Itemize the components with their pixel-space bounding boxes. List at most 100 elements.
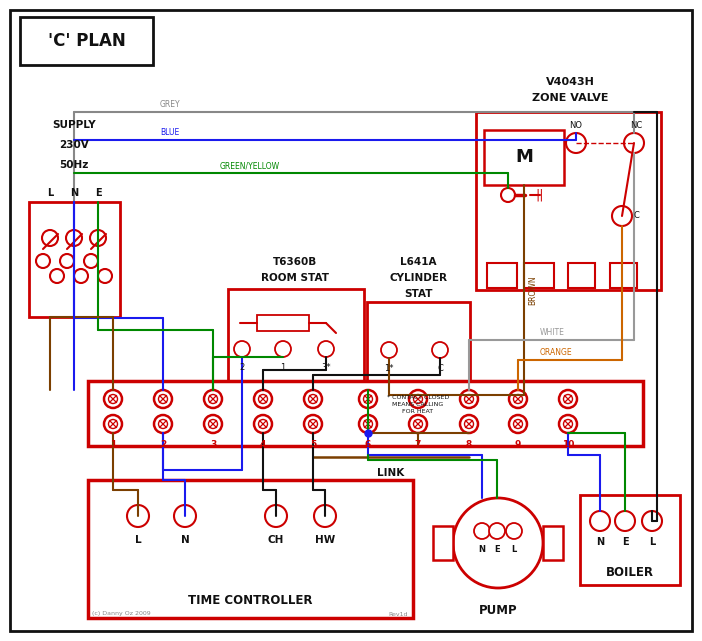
Circle shape bbox=[409, 415, 427, 433]
FancyBboxPatch shape bbox=[88, 480, 413, 618]
Circle shape bbox=[413, 394, 423, 403]
Text: N: N bbox=[479, 545, 486, 554]
Text: 230V: 230V bbox=[59, 140, 89, 150]
Circle shape bbox=[204, 390, 222, 408]
Text: C: C bbox=[437, 364, 443, 373]
Circle shape bbox=[513, 394, 522, 403]
Circle shape bbox=[90, 230, 106, 246]
Circle shape bbox=[564, 394, 573, 403]
Circle shape bbox=[60, 254, 74, 268]
Text: N: N bbox=[180, 535, 190, 545]
Circle shape bbox=[506, 523, 522, 539]
Circle shape bbox=[559, 390, 577, 408]
Circle shape bbox=[275, 341, 291, 357]
Circle shape bbox=[559, 415, 577, 433]
Text: T6360B: T6360B bbox=[273, 257, 317, 267]
Circle shape bbox=[265, 505, 287, 527]
Text: GREEN/YELLOW: GREEN/YELLOW bbox=[220, 161, 280, 170]
FancyBboxPatch shape bbox=[484, 130, 564, 185]
Text: TIME CONTROLLER: TIME CONTROLLER bbox=[187, 594, 312, 608]
Text: 10: 10 bbox=[562, 440, 574, 449]
Circle shape bbox=[453, 498, 543, 588]
Circle shape bbox=[36, 254, 50, 268]
Text: LINK: LINK bbox=[378, 468, 404, 478]
Circle shape bbox=[154, 390, 172, 408]
Text: 4: 4 bbox=[260, 440, 266, 449]
FancyBboxPatch shape bbox=[228, 289, 364, 383]
Text: 6: 6 bbox=[365, 440, 371, 449]
Circle shape bbox=[42, 230, 58, 246]
Circle shape bbox=[359, 415, 377, 433]
Circle shape bbox=[642, 511, 662, 531]
Circle shape bbox=[409, 390, 427, 408]
Circle shape bbox=[104, 390, 122, 408]
Text: V4043H: V4043H bbox=[545, 77, 595, 87]
Circle shape bbox=[624, 133, 644, 153]
Circle shape bbox=[460, 415, 478, 433]
Circle shape bbox=[254, 415, 272, 433]
Circle shape bbox=[154, 415, 172, 433]
FancyBboxPatch shape bbox=[257, 315, 309, 331]
Text: 9: 9 bbox=[515, 440, 521, 449]
Text: N: N bbox=[596, 537, 604, 547]
Circle shape bbox=[359, 390, 377, 408]
FancyBboxPatch shape bbox=[580, 495, 680, 585]
Circle shape bbox=[258, 394, 267, 403]
Text: BLUE: BLUE bbox=[160, 128, 179, 137]
FancyBboxPatch shape bbox=[367, 302, 470, 442]
Text: ZONE VALVE: ZONE VALVE bbox=[531, 93, 608, 103]
Circle shape bbox=[489, 523, 505, 539]
Circle shape bbox=[109, 419, 117, 428]
Text: NC: NC bbox=[630, 121, 642, 130]
Circle shape bbox=[208, 419, 218, 428]
Text: 1: 1 bbox=[280, 363, 286, 372]
Circle shape bbox=[381, 342, 397, 358]
Circle shape bbox=[308, 394, 317, 403]
FancyBboxPatch shape bbox=[433, 526, 453, 560]
Circle shape bbox=[564, 419, 573, 428]
FancyBboxPatch shape bbox=[610, 263, 637, 288]
Circle shape bbox=[314, 505, 336, 527]
Text: 1: 1 bbox=[110, 440, 116, 449]
Text: L: L bbox=[135, 535, 141, 545]
FancyBboxPatch shape bbox=[524, 263, 554, 288]
Text: 2: 2 bbox=[239, 363, 244, 372]
Circle shape bbox=[66, 230, 82, 246]
Circle shape bbox=[465, 419, 474, 428]
Circle shape bbox=[513, 419, 522, 428]
Circle shape bbox=[501, 188, 515, 202]
Text: 50Hz: 50Hz bbox=[59, 160, 88, 170]
Circle shape bbox=[364, 394, 373, 403]
Text: WHITE: WHITE bbox=[540, 328, 565, 337]
Circle shape bbox=[234, 341, 250, 357]
Text: STAT: STAT bbox=[404, 289, 432, 299]
Circle shape bbox=[258, 419, 267, 428]
Text: M: M bbox=[515, 148, 533, 166]
Circle shape bbox=[465, 394, 474, 403]
Text: CH: CH bbox=[267, 535, 284, 545]
Circle shape bbox=[127, 505, 149, 527]
Circle shape bbox=[432, 342, 448, 358]
Circle shape bbox=[104, 415, 122, 433]
Text: 2: 2 bbox=[160, 440, 166, 449]
FancyBboxPatch shape bbox=[543, 526, 563, 560]
Text: 5: 5 bbox=[310, 440, 316, 449]
FancyBboxPatch shape bbox=[29, 202, 120, 317]
Text: L641A: L641A bbox=[399, 257, 436, 267]
Text: NO: NO bbox=[569, 121, 583, 130]
FancyBboxPatch shape bbox=[487, 263, 517, 288]
Circle shape bbox=[474, 523, 490, 539]
FancyBboxPatch shape bbox=[568, 263, 595, 288]
Text: SUPPLY: SUPPLY bbox=[52, 120, 95, 130]
Circle shape bbox=[590, 511, 610, 531]
Circle shape bbox=[566, 133, 586, 153]
FancyBboxPatch shape bbox=[476, 112, 661, 290]
Circle shape bbox=[204, 415, 222, 433]
Text: PUMP: PUMP bbox=[479, 604, 517, 617]
FancyBboxPatch shape bbox=[10, 10, 692, 631]
Text: L: L bbox=[649, 537, 655, 547]
Circle shape bbox=[612, 206, 632, 226]
Text: ORANGE: ORANGE bbox=[540, 348, 573, 357]
Circle shape bbox=[50, 269, 64, 283]
Text: GREY: GREY bbox=[160, 100, 180, 109]
